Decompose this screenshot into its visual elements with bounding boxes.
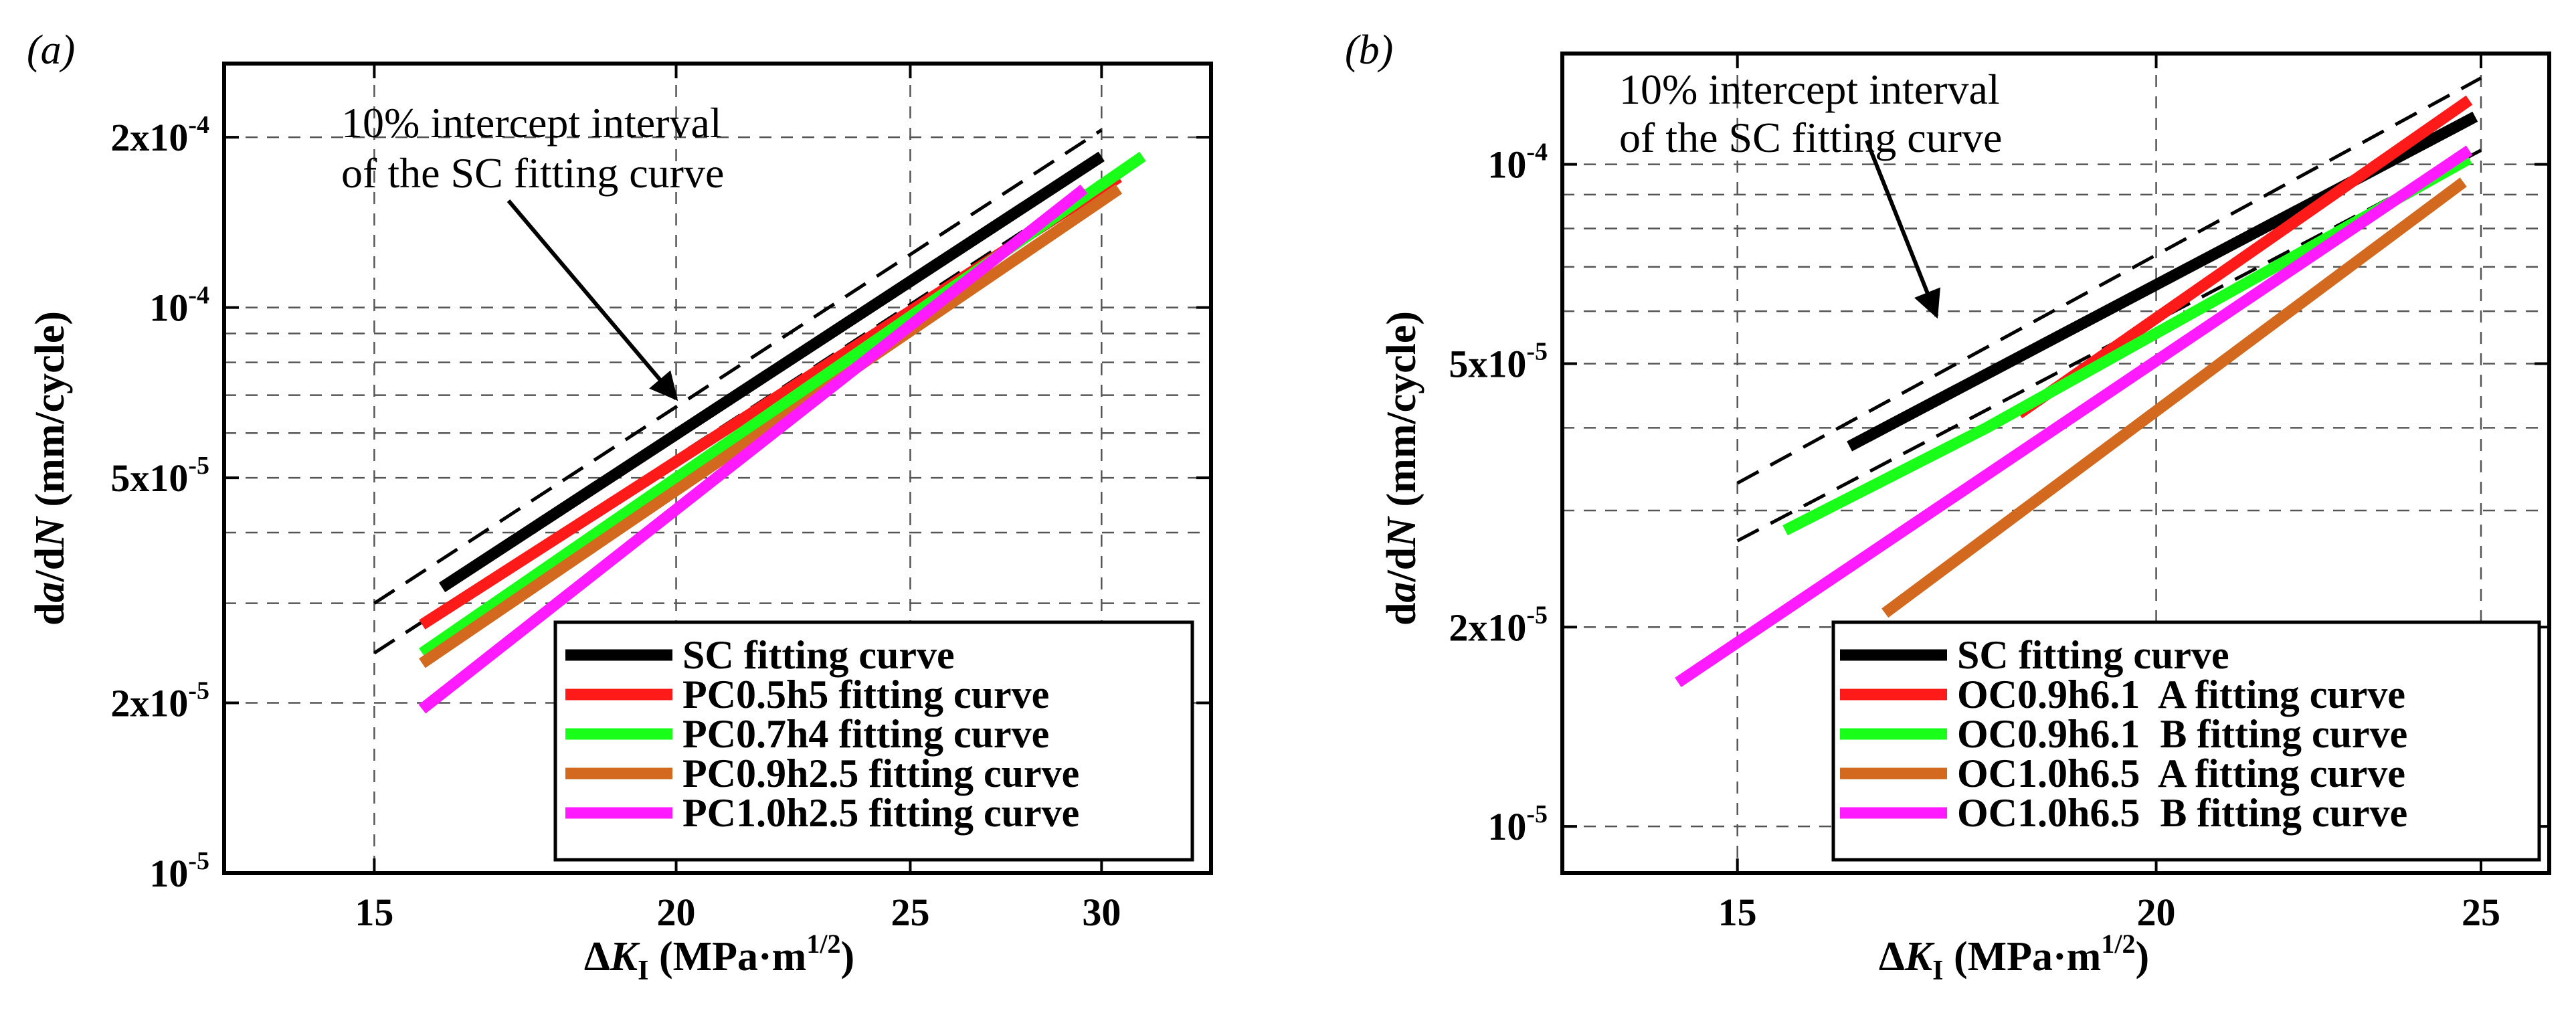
x-tick-label: 25 bbox=[2462, 891, 2500, 934]
x-label-sup: 1/2 bbox=[2101, 929, 2135, 959]
plot-frame bbox=[1560, 52, 2551, 875]
x-label-delta: Δ bbox=[1879, 934, 1905, 980]
x-label-k: K bbox=[610, 934, 640, 980]
y-tick-label: 10-4 bbox=[149, 282, 209, 330]
y-label-a: a bbox=[1379, 582, 1424, 603]
x-label-sup: 1/2 bbox=[806, 929, 840, 959]
y-label-a: a bbox=[27, 582, 73, 603]
annotation-arrow bbox=[1865, 139, 1940, 319]
y-tick-mantissa: 2x10 bbox=[110, 116, 188, 159]
legend-label-5: PC1.0h2.5 fitting curve bbox=[682, 791, 1079, 835]
tick-marks bbox=[1562, 54, 2549, 873]
annotation-text: of the SC fitting curve bbox=[1619, 114, 2002, 161]
y-tick-label: 5x10-5 bbox=[110, 452, 209, 500]
y-tick-mantissa: 10 bbox=[149, 286, 188, 330]
x-axis-label: ΔKI (MPa·m1/2) bbox=[584, 929, 854, 986]
x-label-delta: Δ bbox=[584, 934, 610, 980]
x-label-units: (MPa·m bbox=[648, 934, 806, 980]
y-tick-label: 10-5 bbox=[149, 847, 209, 895]
panel-label: (a) bbox=[27, 27, 75, 73]
y-tick-mantissa: 5x10 bbox=[1449, 342, 1526, 385]
data-series bbox=[1675, 95, 2478, 687]
y-tick-label: 10-5 bbox=[1487, 800, 1548, 848]
y-tick-label: 2x10-5 bbox=[110, 677, 209, 725]
y-tick-mantissa: 2x10 bbox=[1449, 606, 1526, 649]
y-tick-mantissa: 10 bbox=[1487, 805, 1526, 848]
y-tick-exponent: -5 bbox=[1526, 337, 1548, 365]
y-tick-exponent: -4 bbox=[188, 282, 209, 310]
y-tick-exponent: -5 bbox=[188, 677, 209, 705]
legend-label-2: PC0.5h5 fitting curve bbox=[682, 672, 1049, 717]
y-label-units: (mm/cycle) bbox=[1379, 311, 1424, 517]
y-tick-label: 2x10-5 bbox=[1449, 601, 1548, 649]
x-tick-label: 20 bbox=[657, 891, 696, 934]
y-label-n: N bbox=[1379, 516, 1424, 548]
x-axis-label: ΔKI (MPa·m1/2) bbox=[1879, 929, 2149, 986]
legend-label-2: OC0.9h6.1 A fitting curve bbox=[1957, 672, 2405, 717]
y-tick-label: 5x10-5 bbox=[1449, 337, 1548, 385]
legend-label-4: PC0.9h2.5 fitting curve bbox=[682, 751, 1079, 796]
y-tick-exponent: -5 bbox=[1526, 800, 1548, 828]
legend-box bbox=[1831, 620, 2541, 862]
annotation-text: 10% intercept interval bbox=[341, 99, 722, 147]
annotation-arrow bbox=[507, 199, 678, 401]
legend-label-5: OC1.0h6.5 B fitting curve bbox=[1957, 791, 2407, 835]
y-label-n: N bbox=[27, 516, 73, 548]
y-tick-mantissa: 5x10 bbox=[110, 456, 188, 500]
y-label-d1: d bbox=[27, 603, 73, 626]
y-axis-label: da/dN (mm/cycle) bbox=[27, 311, 73, 626]
annotation-text: 10% intercept interval bbox=[1619, 66, 2000, 113]
band-upper-line bbox=[373, 128, 1103, 605]
legend-label-3: PC0.7h4 fitting curve bbox=[682, 712, 1049, 756]
x-label-sub: I bbox=[1932, 955, 1943, 986]
y-label-units: (mm/cycle) bbox=[27, 311, 73, 517]
series-line-3 bbox=[1782, 153, 2472, 536]
x-label-k: K bbox=[1904, 934, 1935, 980]
data-series bbox=[418, 151, 1146, 714]
x-tick-label: 15 bbox=[1718, 891, 1757, 934]
y-axis-label: da/dN (mm/cycle) bbox=[1379, 311, 1424, 626]
plot-frame bbox=[222, 62, 1213, 875]
y-tick-mantissa: 2x10 bbox=[110, 682, 188, 725]
y-label-d2: /d bbox=[27, 547, 73, 583]
y-label-d2: /d bbox=[1379, 547, 1424, 583]
y-tick-label: 10-4 bbox=[1487, 138, 1548, 187]
y-tick-exponent: -4 bbox=[188, 111, 209, 139]
x-tick-label: 15 bbox=[355, 891, 393, 934]
x-label-close: ) bbox=[2135, 934, 2149, 980]
series-line-4 bbox=[419, 184, 1123, 668]
x-tick-label: 20 bbox=[2137, 891, 2176, 934]
tick-marks bbox=[224, 64, 1211, 874]
legend-box bbox=[553, 620, 1194, 862]
y-tick-exponent: -4 bbox=[1526, 138, 1548, 167]
series-line-1 bbox=[438, 151, 1105, 593]
y-tick-label: 2x10-4 bbox=[110, 111, 209, 159]
x-label-close: ) bbox=[840, 934, 854, 980]
x-tick-label: 25 bbox=[891, 891, 929, 934]
series-line-5 bbox=[418, 184, 1088, 714]
series-line-4 bbox=[1881, 177, 2467, 618]
x-label-units: (MPa·m bbox=[1943, 934, 2101, 980]
annotation-text: of the SC fitting curve bbox=[341, 149, 724, 197]
y-tick-exponent: -5 bbox=[188, 452, 209, 480]
legend-label-3: OC0.9h6.1 B fitting curve bbox=[1957, 712, 2407, 756]
y-tick-mantissa: 10 bbox=[1487, 143, 1526, 187]
x-tick-label: 30 bbox=[1082, 891, 1121, 934]
y-label-d1: d bbox=[1379, 603, 1424, 626]
y-tick-mantissa: 10 bbox=[149, 852, 188, 895]
x-label-sub: I bbox=[638, 955, 648, 986]
y-tick-exponent: -5 bbox=[188, 847, 209, 875]
series-line-5 bbox=[1675, 145, 2473, 687]
legend-label-1: SC fitting curve bbox=[682, 633, 955, 677]
legend-label-4: OC1.0h6.5 A fitting curve bbox=[1957, 751, 2405, 796]
panel-label: (b) bbox=[1345, 27, 1393, 73]
y-tick-exponent: -5 bbox=[1526, 601, 1548, 629]
band-upper-line bbox=[1736, 76, 2482, 485]
legend-label-1: SC fitting curve bbox=[1957, 633, 2229, 677]
